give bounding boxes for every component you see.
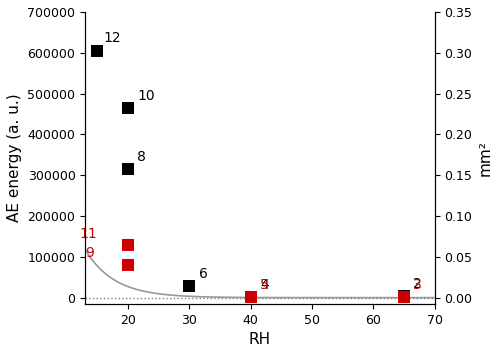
Text: 11: 11 [79, 227, 97, 240]
Text: 8: 8 [138, 150, 146, 164]
Point [400, 293, 408, 298]
Point [247, 294, 255, 300]
Text: 10: 10 [138, 89, 155, 103]
Point [124, 242, 132, 248]
Text: 2: 2 [414, 277, 422, 291]
Point [124, 262, 132, 268]
Text: 4: 4 [260, 278, 268, 292]
X-axis label: RH: RH [249, 332, 271, 347]
Point [186, 284, 194, 289]
Point [124, 166, 132, 172]
Text: 9: 9 [85, 246, 94, 260]
Point [124, 105, 132, 111]
Point [247, 294, 255, 300]
Text: 3: 3 [414, 278, 422, 292]
Text: 5: 5 [260, 278, 268, 292]
Text: 6: 6 [198, 267, 207, 281]
Text: 12: 12 [104, 30, 121, 45]
Point [400, 294, 408, 300]
Point [94, 48, 102, 53]
Y-axis label: mm²: mm² [478, 140, 493, 176]
Y-axis label: AE energy (a. u.): AE energy (a. u.) [7, 93, 22, 222]
